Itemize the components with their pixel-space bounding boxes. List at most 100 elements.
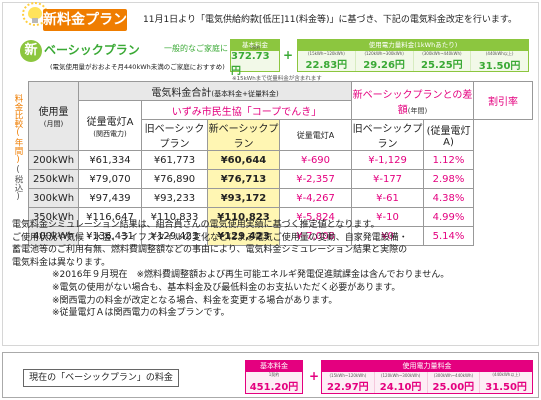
current-tier-value: 24.10円 [379,381,422,393]
plus-sign: + [309,369,320,383]
note-paragraph: ご使用状況や気候・水温、ライフスタイルの変化などによる電気ご使用量の変動、自家発… [12,232,408,243]
note-paragraph: 蓄電池等のご利用有無、燃料費調整額などの事由により、電気料金シミュレーション結果… [12,245,408,256]
cell-old: ¥76,890 [141,169,208,189]
cell-new: ¥60,644 [207,150,280,170]
cell-diff-kepco: ¥-7,008 [278,226,353,246]
cell-rate: 2.98% [423,169,475,189]
cell-diff-kepco: ¥-4,267 [278,188,353,208]
group-header: 電気料金合計(基本料金+従量料金) [77,81,353,101]
note-item: ※2016年９月現在 ※燃料費調整額および再生可能エネルギ発電促進賦課金は含んで… [52,270,450,281]
side-label-sub: (税込) [13,165,23,202]
cell-kepco: ¥61,334 [78,150,142,170]
cell-kepco: ¥79,070 [78,169,142,189]
plan-note: (電気使用量がおおよそ月440kWh未満のご家庭におすすめ) [50,63,225,71]
note-item: ※電気の使用がない場合も、基本料金及び最低料金のお支払いただく必要があります。 [52,282,401,293]
cell-usage: 200kWh [28,150,79,170]
cell-usage: 300kWh [28,188,79,208]
cell-diff-kepco: ¥-2,357 [278,169,353,189]
cell-new: ¥129,423 [207,226,280,246]
col-new-header: 新ベーシックプラン [207,119,280,151]
title-badge: 新料金プラン [43,9,127,31]
cell-usage: 250kWh [28,169,79,189]
current-tier-value: 25.00円 [432,381,475,393]
table-row: 250kWh ¥79,070 ¥76,890 ¥76,713 ¥-2,357 ¥-177 2… [28,169,533,189]
table-row: 350kWh ¥116,647 ¥110,833 ¥110,823 ¥-5,824 ¥-1… [28,207,533,227]
table-row: 400kWh ¥136,431 ¥129,423 ¥129,423 ¥-7,008 ¥0 5… [28,226,533,246]
cell-diff-kepco: ¥-690 [278,150,353,170]
light-bulb-icon [28,7,42,23]
notes-block: 電気料金シミュレーション結果は、組合員さんの電気使用実績に基づく推定値となります… [12,219,530,320]
diff-header: 新ベーシックプランとの差額(年間) [351,81,475,120]
current-tier-label: (440kWh以上) [492,372,520,377]
col-kepco-header: 従量電灯A (関西電力) [78,100,142,151]
cell-rate: 5.14% [423,226,475,246]
new-base-price-box: 基本料金 1契約 372.73円 [230,39,280,77]
base-price-value: 372.73円 [231,51,270,77]
cell-diff-old: ¥-61 [351,188,425,208]
usage-tier-label: (440kWh以上) [485,50,514,56]
current-base-value: 451.20円 [249,382,299,393]
usage-header-label: 使用量 [38,107,69,118]
col-discount-sub: (従量電灯A) [423,119,475,151]
current-tier-label: (120kWh~300kWh) [380,372,421,378]
current-tier-value: 22.97円 [327,381,369,393]
note-paragraph: 電気料金シミュレーション結果は、組合員さんの電気使用実績に基づく推定値となります… [12,220,380,230]
side-label-text: 料金比較(年間) [13,94,23,165]
cell-kepco: ¥97,439 [78,188,142,208]
kepco-header-sub: (関西電力) [93,129,127,138]
usage-tier-value: 31.50円 [478,60,521,72]
current-base-header: 基本料金 [246,361,302,372]
cell-old: ¥61,773 [141,150,208,170]
col-diff-old-header: 旧ベーシックプラン [351,119,425,151]
diff-header-label: 新ベーシックプランとの差額 [352,89,473,116]
side-label: 料金比較(年間)(税込) [10,94,26,202]
cell-rate: 1.12% [423,150,475,170]
current-base-label: 1契約 [268,372,280,377]
current-tier-label: (15kWh~120kWh) [329,372,367,378]
col-usage-header: 使用量 (月間) [28,81,79,151]
group-header-sub: (基本料金+従量料金) [211,89,279,98]
current-plan-label: 現在の「ベーシックプラン」の料金 [23,369,179,387]
col-old-header: 旧ベーシックプラン [141,119,208,151]
kepco-header-label: 従量電灯A [86,116,134,128]
kwh-note: ※15kWhまで従量料金が含まれます [232,76,322,82]
base-price-header: 基本料金 [231,40,279,51]
cell-diff-old: ¥-1,129 [351,150,425,170]
current-plan-box: 現在の「ベーシックプラン」の料金 基本料金 1契約 451.20円 + 使用電力量… [2,352,539,398]
table-row: 200kWh ¥61,334 ¥61,773 ¥60,644 ¥-690 ¥-1,129 1… [28,150,533,170]
plan-name: ベーシックプラン [44,43,140,57]
current-usage-price-box: 使用電力量料金 (15kWh~120kWh) 22.97円 (120kWh~300… [321,360,533,394]
comparison-table: 使用量 (月間) 電気料金合計(基本料金+従量料金) 新ベーシックプランとの差額(… [28,81,534,246]
table-row: 300kWh ¥97,439 ¥93,233 ¥93,172 ¥-4,267 ¥-61 4.… [28,188,533,208]
base-price-label: 1契約 [249,45,261,50]
plan-subtitle: 一般的なご家庭に [164,44,228,53]
cell-new: ¥93,172 [207,188,280,208]
new-marker-badge: 新 [20,40,42,62]
cell-rate: 4.38% [423,188,475,208]
cell-new: ¥110,823 [207,207,280,227]
diff-header-unit: (年間) [407,106,428,115]
usage-price-header: 使用電力量料金(1kWhあたり) [298,40,528,51]
discount-header: 割引率 [473,81,534,120]
usage-tier-value: 25.25円 [421,60,463,71]
current-tier-value: 31.50円 [485,382,527,393]
current-usage-header: 使用電力量料金 [322,361,532,372]
current-tier-label: (300kWh~440kWh) [433,372,474,378]
current-base-price-box: 基本料金 1契約 451.20円 [245,360,303,394]
cell-old: ¥93,233 [141,188,208,208]
content-frame [2,2,539,346]
usage-tier-value: 29.26円 [363,60,405,71]
note-item: ※関西電力の料金が改定となる場合、料金を変更する場合があります。 [52,295,338,306]
col-diff-kepco-header: 従量電灯A [278,119,353,151]
usage-tier-label: (120kWh~300kWh) [364,51,404,56]
cell-new: ¥76,713 [207,169,280,189]
new-usage-price-box: 使用電力量料金(1kWhあたり) (15kWh~120kWh) 22.83円 (1… [297,39,529,72]
plus-sign: + [283,48,294,62]
usage-tier-value: 22.83円 [305,60,348,71]
usage-tier-label: (300kWh~440kWh) [422,51,462,56]
izumi-header: いずみ市民生協「コープでんき」 [140,100,353,120]
intro-text: 11月1日より「電気供給約款[低圧]11(料金等)」に基づき、下記の電気料金改定… [143,15,517,25]
group-header-label: 電気料金合計 [151,87,212,99]
usage-tier-label: (15kWh~120kWh) [307,51,345,56]
note-item: ※従量電灯Ａは関西電力の料金プランです。 [52,308,230,319]
